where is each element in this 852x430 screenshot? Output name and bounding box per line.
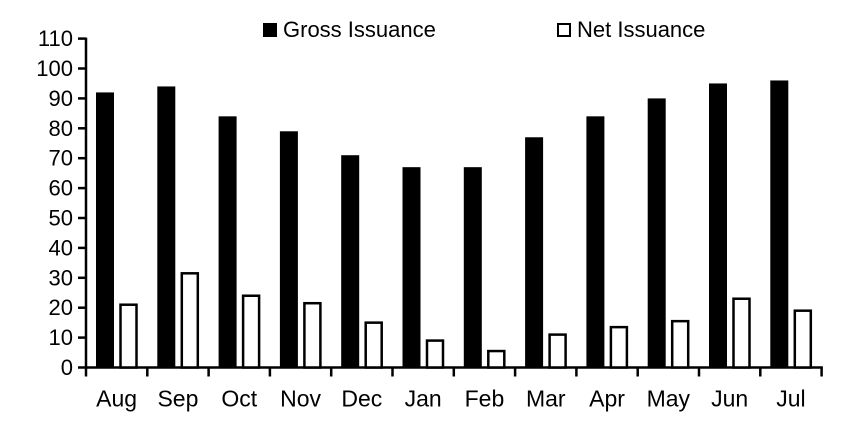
y-tick-label: 30 xyxy=(49,265,73,290)
gross-bar-dec xyxy=(341,155,360,368)
x-category-label-mar: Mar xyxy=(526,386,566,412)
gross-bar-oct xyxy=(218,116,237,368)
y-tick-label: 0 xyxy=(61,355,73,380)
gross-bar-jan xyxy=(402,167,421,368)
x-category-label-jun: Jun xyxy=(711,386,748,412)
net-bar-sep xyxy=(180,272,200,369)
y-tick-label: 80 xyxy=(49,116,73,141)
net-issuance-swatch-icon xyxy=(557,23,571,37)
net-bar-jun xyxy=(732,297,751,369)
y-tick-label: 40 xyxy=(49,235,73,260)
net-bar-may xyxy=(670,319,690,369)
x-category-label-may: May xyxy=(647,386,691,412)
x-category-label-sep: Sep xyxy=(157,386,198,412)
y-tick-label: 110 xyxy=(38,26,73,51)
gross-issuance-swatch-icon xyxy=(263,23,277,37)
legend-item-gross: Gross Issuance xyxy=(263,17,436,42)
gross-bar-jun xyxy=(709,83,727,368)
net-bar-jul xyxy=(793,309,813,369)
net-bar-apr xyxy=(609,325,629,369)
x-category-label-jan: Jan xyxy=(405,386,442,412)
legend-item-net: Net Issuance xyxy=(557,17,706,42)
net-bar-oct xyxy=(241,294,261,369)
gross-bar-apr xyxy=(586,116,605,368)
gross-bar-jul xyxy=(770,80,789,368)
gross-bar-may xyxy=(647,98,666,368)
x-category-label-jul: Jul xyxy=(776,386,805,412)
net-bar-feb xyxy=(487,349,506,369)
net-bar-dec xyxy=(364,321,383,369)
net-bar-aug xyxy=(119,303,138,369)
net-bar-jan xyxy=(425,339,445,369)
y-tick-label: 100 xyxy=(36,56,73,81)
y-tick-label: 60 xyxy=(49,176,73,201)
x-category-label-feb: Feb xyxy=(465,386,505,412)
legend-label-gross: Gross Issuance xyxy=(283,17,436,42)
y-tick-label: 50 xyxy=(49,206,73,231)
x-category-label-aug: Aug xyxy=(96,386,137,412)
y-tick-label: 20 xyxy=(49,295,73,320)
legend-label-net: Net Issuance xyxy=(577,17,706,42)
gross-bar-feb xyxy=(463,167,482,368)
y-tick-label: 70 xyxy=(49,146,73,171)
x-category-label-dec: Dec xyxy=(341,386,382,412)
x-category-label-nov: Nov xyxy=(280,386,321,412)
net-bar-mar xyxy=(548,333,567,369)
gross-bar-aug xyxy=(96,92,114,368)
y-tick-label: 10 xyxy=(49,325,73,350)
gross-bar-sep xyxy=(157,86,176,368)
gross-bar-nov xyxy=(279,131,298,368)
y-tick-label: 90 xyxy=(49,86,73,111)
x-category-label-apr: Apr xyxy=(589,386,625,412)
gross-bar-mar xyxy=(525,137,544,368)
x-category-label-oct: Oct xyxy=(221,386,257,412)
net-bar-nov xyxy=(303,301,322,369)
